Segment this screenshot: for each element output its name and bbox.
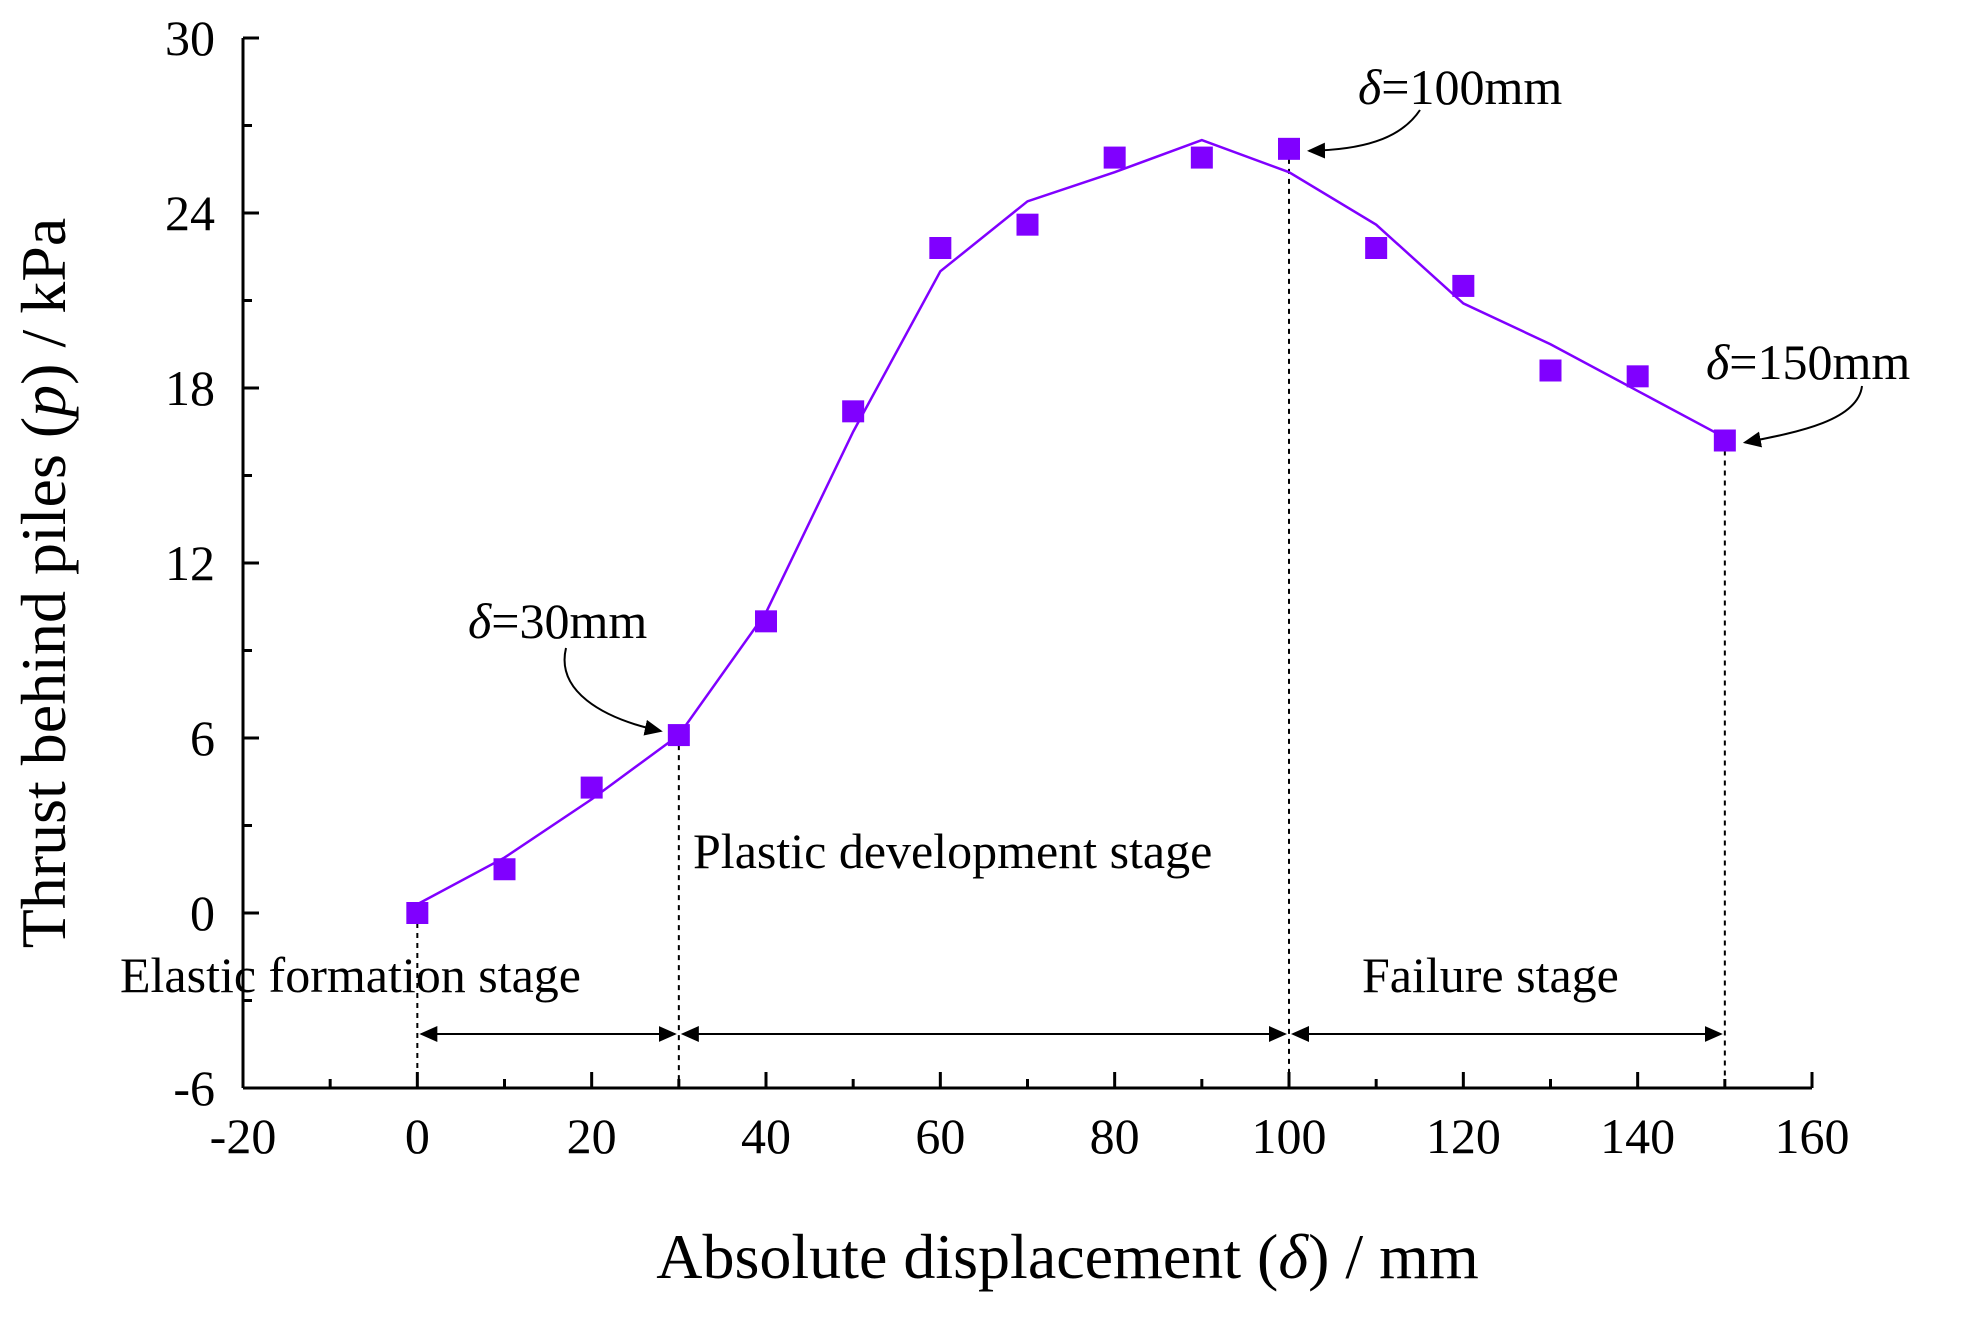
stage-label: Plastic development stage — [693, 823, 1212, 879]
x-tick-label: 100 — [1252, 1108, 1327, 1164]
callout-label: δ=100mm — [1358, 59, 1562, 115]
x-tick-label: 60 — [915, 1108, 965, 1164]
data-point — [929, 237, 952, 259]
data-point-layer — [406, 137, 1736, 924]
data-point — [406, 902, 429, 924]
data-point — [1452, 274, 1475, 297]
data-point — [667, 724, 690, 747]
y-tick-label: -6 — [173, 1060, 215, 1116]
axes-layer: -20 0 20 40 60 80 100 120 140 160 -6 0 6 12 18 24 30 Abso… — [8, 10, 1850, 1292]
fit-line — [416, 138, 1726, 906]
guide-layer — [416, 148, 1726, 1088]
stage-label: Elastic formation stage — [120, 947, 581, 1003]
data-point — [1539, 359, 1562, 382]
x-tick-label: 160 — [1775, 1108, 1850, 1164]
x-axis-title: Absolute displacement (δ) / mm — [656, 1221, 1478, 1292]
callout-arrow — [563, 647, 663, 736]
data-point — [842, 400, 865, 423]
data-point — [1713, 429, 1736, 452]
x-tick-label: 120 — [1426, 1108, 1501, 1164]
fit-line-layer — [416, 138, 1726, 906]
stage-label: Failure stage — [1362, 947, 1619, 1003]
data-point — [1190, 146, 1213, 169]
data-point — [1626, 365, 1649, 388]
y-tick-label: 30 — [165, 10, 215, 66]
x-tick-label: 0 — [405, 1108, 430, 1164]
y-tick-label: 12 — [165, 535, 215, 591]
callout-arrow — [1307, 109, 1421, 159]
data-point — [1278, 137, 1300, 160]
callout-label: δ=150mm — [1706, 334, 1910, 390]
y-tick-label: 24 — [165, 185, 215, 241]
annotation-layer: Elastic formation stage Plastic developme… — [120, 59, 1910, 1003]
x-tick-label: 140 — [1600, 1108, 1675, 1164]
callout-arrow — [1742, 385, 1863, 448]
x-tick-label: -20 — [210, 1108, 277, 1164]
data-point — [580, 776, 603, 799]
y-tick-label: 0 — [190, 885, 215, 941]
x-tick-label: 20 — [567, 1108, 617, 1164]
y-axis-title: Thrust behind piles (p) / kPa — [8, 218, 79, 949]
data-point — [1103, 146, 1126, 169]
y-tick-label: 18 — [165, 360, 215, 416]
callout-label: δ=30mm — [468, 593, 647, 649]
x-tick-label: 80 — [1090, 1108, 1140, 1164]
y-tick-label: 6 — [190, 710, 215, 766]
x-tick-label: 40 — [741, 1108, 791, 1164]
data-point — [493, 858, 516, 881]
data-point — [1016, 213, 1039, 236]
data-point — [1365, 237, 1388, 259]
data-point — [755, 610, 777, 633]
